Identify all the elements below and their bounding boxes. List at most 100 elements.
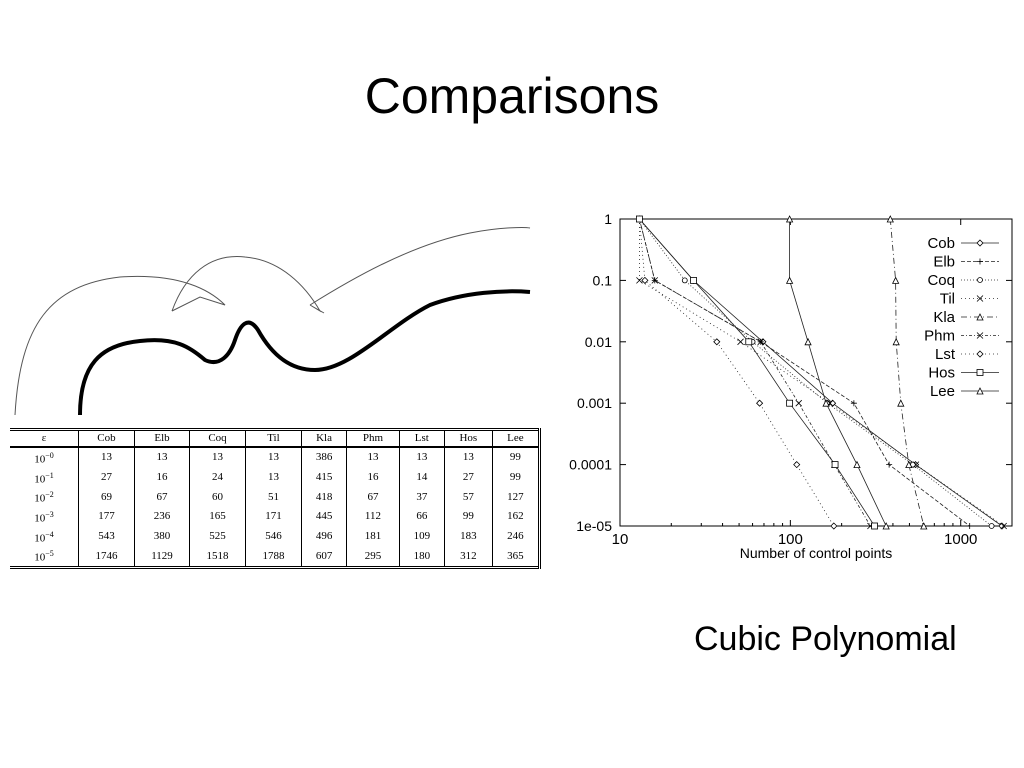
epsilon-base: 10 bbox=[34, 532, 46, 545]
epsilon-base: 10 bbox=[34, 453, 46, 466]
epsilon-cell: 10−2 bbox=[10, 487, 79, 507]
table-cell: 365 bbox=[491, 546, 542, 568]
series-phm-point bbox=[757, 338, 765, 346]
legend-label: Hos bbox=[928, 365, 955, 382]
series-hos-point bbox=[786, 399, 794, 407]
series-kla-line bbox=[889, 218, 925, 527]
table-cell: 171 bbox=[244, 506, 302, 527]
epsilon-base: 10 bbox=[34, 473, 46, 486]
table-cell: 13 bbox=[189, 447, 246, 468]
series-lst-point bbox=[756, 399, 764, 407]
series-kla-point bbox=[905, 460, 913, 468]
table-cell: 1518 bbox=[189, 546, 246, 568]
thin-curve-loop bbox=[171, 256, 325, 314]
series-til-point bbox=[737, 338, 744, 346]
table-cell: 295 bbox=[346, 546, 400, 568]
table-cell: 546 bbox=[244, 526, 302, 547]
column-header: Hos bbox=[443, 429, 493, 448]
thin-curve-right bbox=[309, 227, 531, 306]
series-phm-point bbox=[651, 277, 659, 284]
table-cell: 67 bbox=[346, 487, 400, 507]
table-cell: 181 bbox=[346, 526, 400, 547]
table-cell: 445 bbox=[300, 506, 347, 527]
table-cell: 16 bbox=[346, 467, 400, 488]
table-cell: 109 bbox=[398, 526, 445, 547]
epsilon-exponent: −3 bbox=[45, 509, 54, 519]
table-cell: 99 bbox=[443, 506, 493, 527]
table-cell: 1129 bbox=[133, 546, 190, 568]
series-kla-point bbox=[892, 337, 900, 346]
epsilon-base: 10 bbox=[34, 512, 46, 525]
table-cell: 112 bbox=[346, 506, 400, 527]
series-hos-point bbox=[745, 338, 753, 346]
y-tick-label: 1e-05 bbox=[576, 518, 612, 534]
legend-label: Cob bbox=[927, 235, 955, 252]
table-cell: 183 bbox=[443, 526, 493, 547]
table-cell: 60 bbox=[189, 487, 246, 507]
table-cell: 13 bbox=[346, 447, 400, 468]
table-cell: 13 bbox=[244, 467, 302, 488]
table-cell: 246 bbox=[491, 526, 542, 547]
series-til-point bbox=[1000, 522, 1007, 530]
table-cell: 99 bbox=[491, 447, 542, 468]
table-row: 10−5 1746 1129 1518 1788 607 295 180 312 365 bbox=[10, 546, 542, 568]
series-hos-point bbox=[871, 522, 878, 530]
table-cell: 162 bbox=[491, 506, 542, 527]
x-tick-label: 100 bbox=[778, 531, 803, 548]
table-row: 10−3 177 236 165 171 445 112 66 99 162 bbox=[10, 506, 542, 527]
table-cell: 37 bbox=[398, 487, 445, 507]
series-lee-point bbox=[804, 337, 812, 346]
epsilon-exponent: −4 bbox=[45, 529, 54, 539]
x-axis-label: Number of control points bbox=[740, 545, 893, 561]
series-lst-point bbox=[713, 338, 721, 346]
series-coq-point bbox=[988, 523, 995, 529]
legend-label: Elb bbox=[933, 254, 955, 271]
table-cell: 1788 bbox=[244, 546, 302, 568]
table-cell: 24 bbox=[189, 467, 246, 488]
column-header: Kla bbox=[300, 429, 347, 448]
series-lst-point bbox=[976, 350, 984, 358]
table-cell: 607 bbox=[300, 546, 347, 568]
thin-curve-left-arc bbox=[14, 275, 226, 416]
table-cell: 13 bbox=[398, 447, 445, 468]
legend-label: Lee bbox=[930, 383, 955, 400]
series-til-point bbox=[636, 277, 643, 284]
epsilon-base: 10 bbox=[34, 551, 46, 564]
table-cell: 127 bbox=[491, 487, 542, 507]
series-coq-point bbox=[977, 277, 983, 283]
series-hos-point bbox=[976, 369, 984, 376]
column-header: Cob bbox=[78, 429, 135, 448]
series-til-point bbox=[912, 461, 920, 468]
epsilon-cell: 10−5 bbox=[10, 546, 79, 567]
legend-label: Phm bbox=[924, 328, 955, 345]
series-phm-line bbox=[639, 218, 871, 527]
x-tick-label: 1000 bbox=[944, 531, 977, 548]
table-cell: 16 bbox=[133, 467, 190, 488]
table-cell: 69 bbox=[78, 487, 135, 507]
series-lee-point bbox=[785, 276, 794, 284]
epsilon-header: ε bbox=[10, 429, 79, 448]
series-elb-point bbox=[886, 461, 893, 468]
epsilon-cell: 10−3 bbox=[10, 507, 79, 527]
y-tick-label: 0.01 bbox=[585, 334, 612, 350]
y-tick-label: 0.0001 bbox=[569, 457, 612, 473]
series-lst-line bbox=[639, 218, 835, 527]
table-row: 10−2 69 67 60 51 418 67 37 57 127 bbox=[10, 487, 542, 507]
series-coq-line bbox=[639, 218, 992, 527]
epsilon-exponent: −1 bbox=[45, 470, 54, 480]
series-kla-point bbox=[897, 399, 905, 407]
table-cell: 67 bbox=[133, 487, 190, 507]
series-hos-line bbox=[639, 218, 875, 527]
table-cell: 27 bbox=[78, 467, 135, 488]
epsilon-exponent: −5 bbox=[45, 549, 54, 559]
table-cell: 66 bbox=[398, 506, 445, 527]
series-kla-point bbox=[920, 522, 928, 530]
epsilon-exponent: −2 bbox=[45, 490, 54, 500]
series-kla-point bbox=[976, 313, 984, 321]
series-hos-point bbox=[690, 277, 697, 284]
series-elb-point bbox=[966, 523, 973, 529]
table-row: 10−4 543 380 525 546 496 181 109 183 246 bbox=[10, 526, 542, 547]
table-row: 10−1 27 16 24 13 415 16 14 27 99 bbox=[10, 467, 542, 488]
legend-label: Kla bbox=[933, 309, 955, 326]
convergence-plot: 10 100 1000 1 0.1 0.01 0.001 0.0001 1e-05 Number … bbox=[569, 211, 1013, 561]
